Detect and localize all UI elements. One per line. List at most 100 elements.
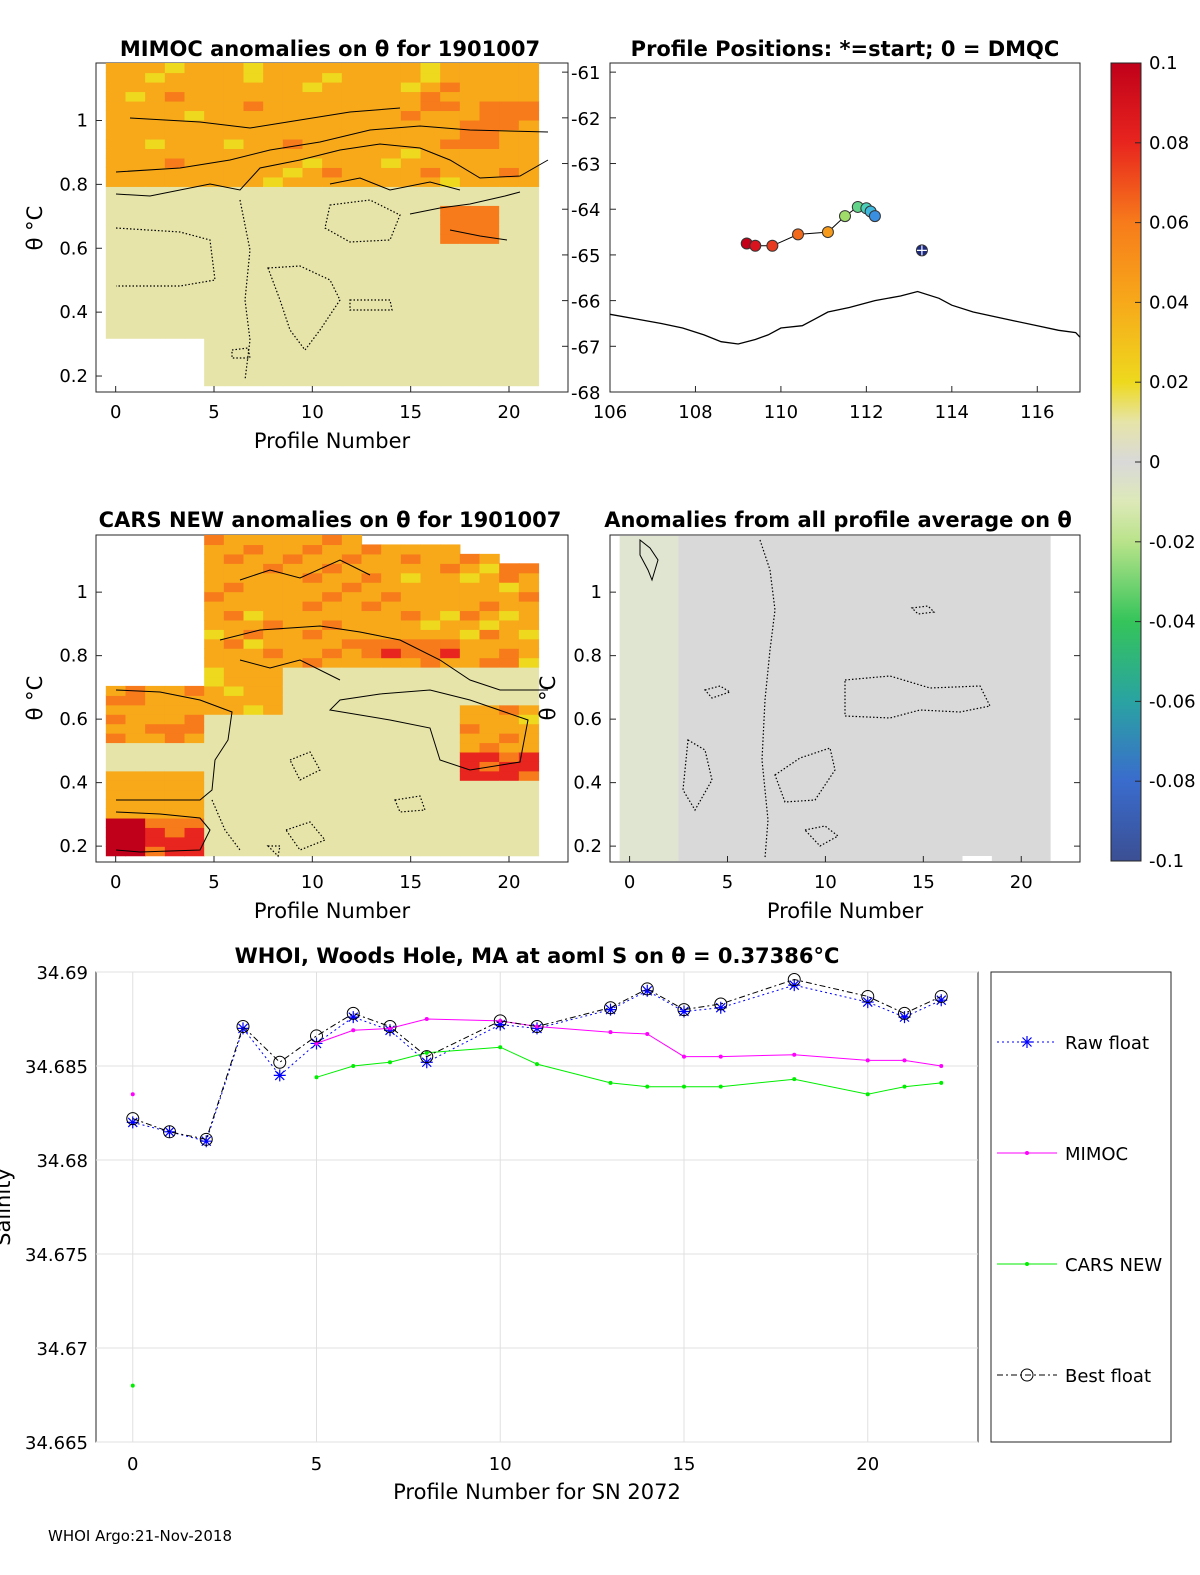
data-point xyxy=(310,1029,323,1043)
data-point xyxy=(861,989,875,1003)
x-tick-label: 20 xyxy=(1010,872,1033,893)
data-point xyxy=(535,1062,539,1067)
cars-title: CARS NEW anomalies on θ for 1901007 xyxy=(99,508,562,532)
heatmap-cell xyxy=(400,601,422,612)
heatmap-cell xyxy=(381,789,402,800)
heatmap-cell xyxy=(263,723,284,734)
heatmap-cell xyxy=(361,366,382,377)
colorbar-tick-label: -0.1 xyxy=(1149,851,1184,872)
x-tick-label: 114 xyxy=(935,402,969,423)
heatmap-cell xyxy=(302,780,323,791)
heatmap-cell xyxy=(499,376,520,387)
heatmap-cell xyxy=(204,300,225,311)
heatmap-cell xyxy=(361,619,382,630)
heatmap-cell xyxy=(243,205,264,216)
heatmap-cell xyxy=(322,704,343,715)
heatmap-cell xyxy=(459,224,481,235)
heatmap-cell xyxy=(223,376,245,387)
heatmap-cell xyxy=(479,591,500,602)
legend-marker xyxy=(1021,1036,1033,1048)
heatmap-cell xyxy=(164,252,186,263)
heatmap-cell xyxy=(381,119,402,131)
heatmap-cell xyxy=(361,808,382,819)
heatmap-cell xyxy=(282,544,304,555)
heatmap-cell xyxy=(145,252,166,263)
heatmap-cell xyxy=(361,582,382,593)
heatmap-cell xyxy=(263,817,284,828)
heatmap-cell xyxy=(361,110,382,121)
heatmap-cell xyxy=(341,328,363,339)
heatmap-cell xyxy=(518,601,540,612)
heatmap-cell xyxy=(479,167,500,178)
heatmap-cell xyxy=(361,733,382,744)
heatmap-cell xyxy=(164,271,186,282)
heatmap-cell xyxy=(263,770,284,781)
heatmap-cell xyxy=(282,91,304,102)
heatmap-cell xyxy=(184,148,205,159)
heatmap-cell xyxy=(341,846,363,857)
heatmap-cell xyxy=(302,704,323,715)
heatmap-cell xyxy=(459,195,481,206)
heatmap-cell xyxy=(518,742,540,753)
heatmap-cell xyxy=(518,119,540,131)
heatmap-cell xyxy=(322,582,343,593)
data-point xyxy=(494,1018,507,1031)
y-tick-label: 0.8 xyxy=(59,174,88,195)
heatmap-cell xyxy=(282,667,304,678)
heatmap-cell xyxy=(459,563,481,574)
heatmap-cell xyxy=(459,780,481,791)
heatmap-cell xyxy=(479,676,500,687)
heatmap-cell xyxy=(282,827,304,838)
heatmap-cell xyxy=(479,100,500,112)
heatmap-cell xyxy=(302,751,323,762)
y-tick-label: 34.685 xyxy=(25,1057,88,1078)
heatmap-cell xyxy=(204,376,225,387)
heatmap-cell xyxy=(440,648,461,659)
heatmap-cell xyxy=(322,535,343,546)
heatmap-cell xyxy=(302,186,323,197)
heatmap-cell xyxy=(125,243,146,254)
heatmap-cell xyxy=(440,205,461,216)
heatmap-cell xyxy=(223,252,245,263)
heatmap-cell xyxy=(479,271,500,282)
heatmap-cell xyxy=(263,357,284,368)
heatmap-cell xyxy=(164,110,186,121)
heatmap-cell xyxy=(184,695,205,706)
heatmap-cell xyxy=(499,799,520,810)
heatmap-cell xyxy=(145,195,166,206)
heatmap-cell xyxy=(243,789,264,800)
heatmap-cell xyxy=(105,281,127,292)
heatmap-cell xyxy=(184,723,205,734)
heatmap-cell xyxy=(381,733,402,744)
x-tick-label: 10 xyxy=(814,872,837,893)
heatmap-cell xyxy=(518,629,540,640)
heatmap-cell xyxy=(381,610,402,621)
heatmap-cell xyxy=(459,704,481,715)
heatmap-cell xyxy=(400,770,422,781)
heatmap-cell xyxy=(400,338,422,349)
heatmap-cell xyxy=(361,100,382,112)
heatmap-cell xyxy=(361,233,382,244)
heatmap-cell xyxy=(184,808,205,819)
heatmap-cell xyxy=(125,742,146,753)
heatmap-cell xyxy=(341,676,363,687)
heatmap-cell xyxy=(341,582,363,593)
heatmap-cell xyxy=(518,733,540,744)
heatmap-cell xyxy=(223,648,245,659)
heatmap-cell xyxy=(361,563,382,574)
heatmap-cell xyxy=(145,328,166,339)
heatmap-cell xyxy=(164,205,186,216)
heatmap-cell xyxy=(518,799,540,810)
heatmap-cell xyxy=(223,138,245,149)
data-point xyxy=(126,1116,139,1129)
heatmap-cell xyxy=(243,553,264,564)
heatmap-cell xyxy=(263,243,284,254)
heatmap-cell xyxy=(302,544,323,555)
heatmap-cell xyxy=(341,761,363,772)
heatmap-cell xyxy=(223,357,245,368)
heatmap-cell xyxy=(184,799,205,810)
heatmap-cell xyxy=(105,186,127,197)
heatmap-cell xyxy=(204,63,225,74)
heatmap-cell xyxy=(400,376,422,387)
heatmap-cell xyxy=(204,110,225,121)
